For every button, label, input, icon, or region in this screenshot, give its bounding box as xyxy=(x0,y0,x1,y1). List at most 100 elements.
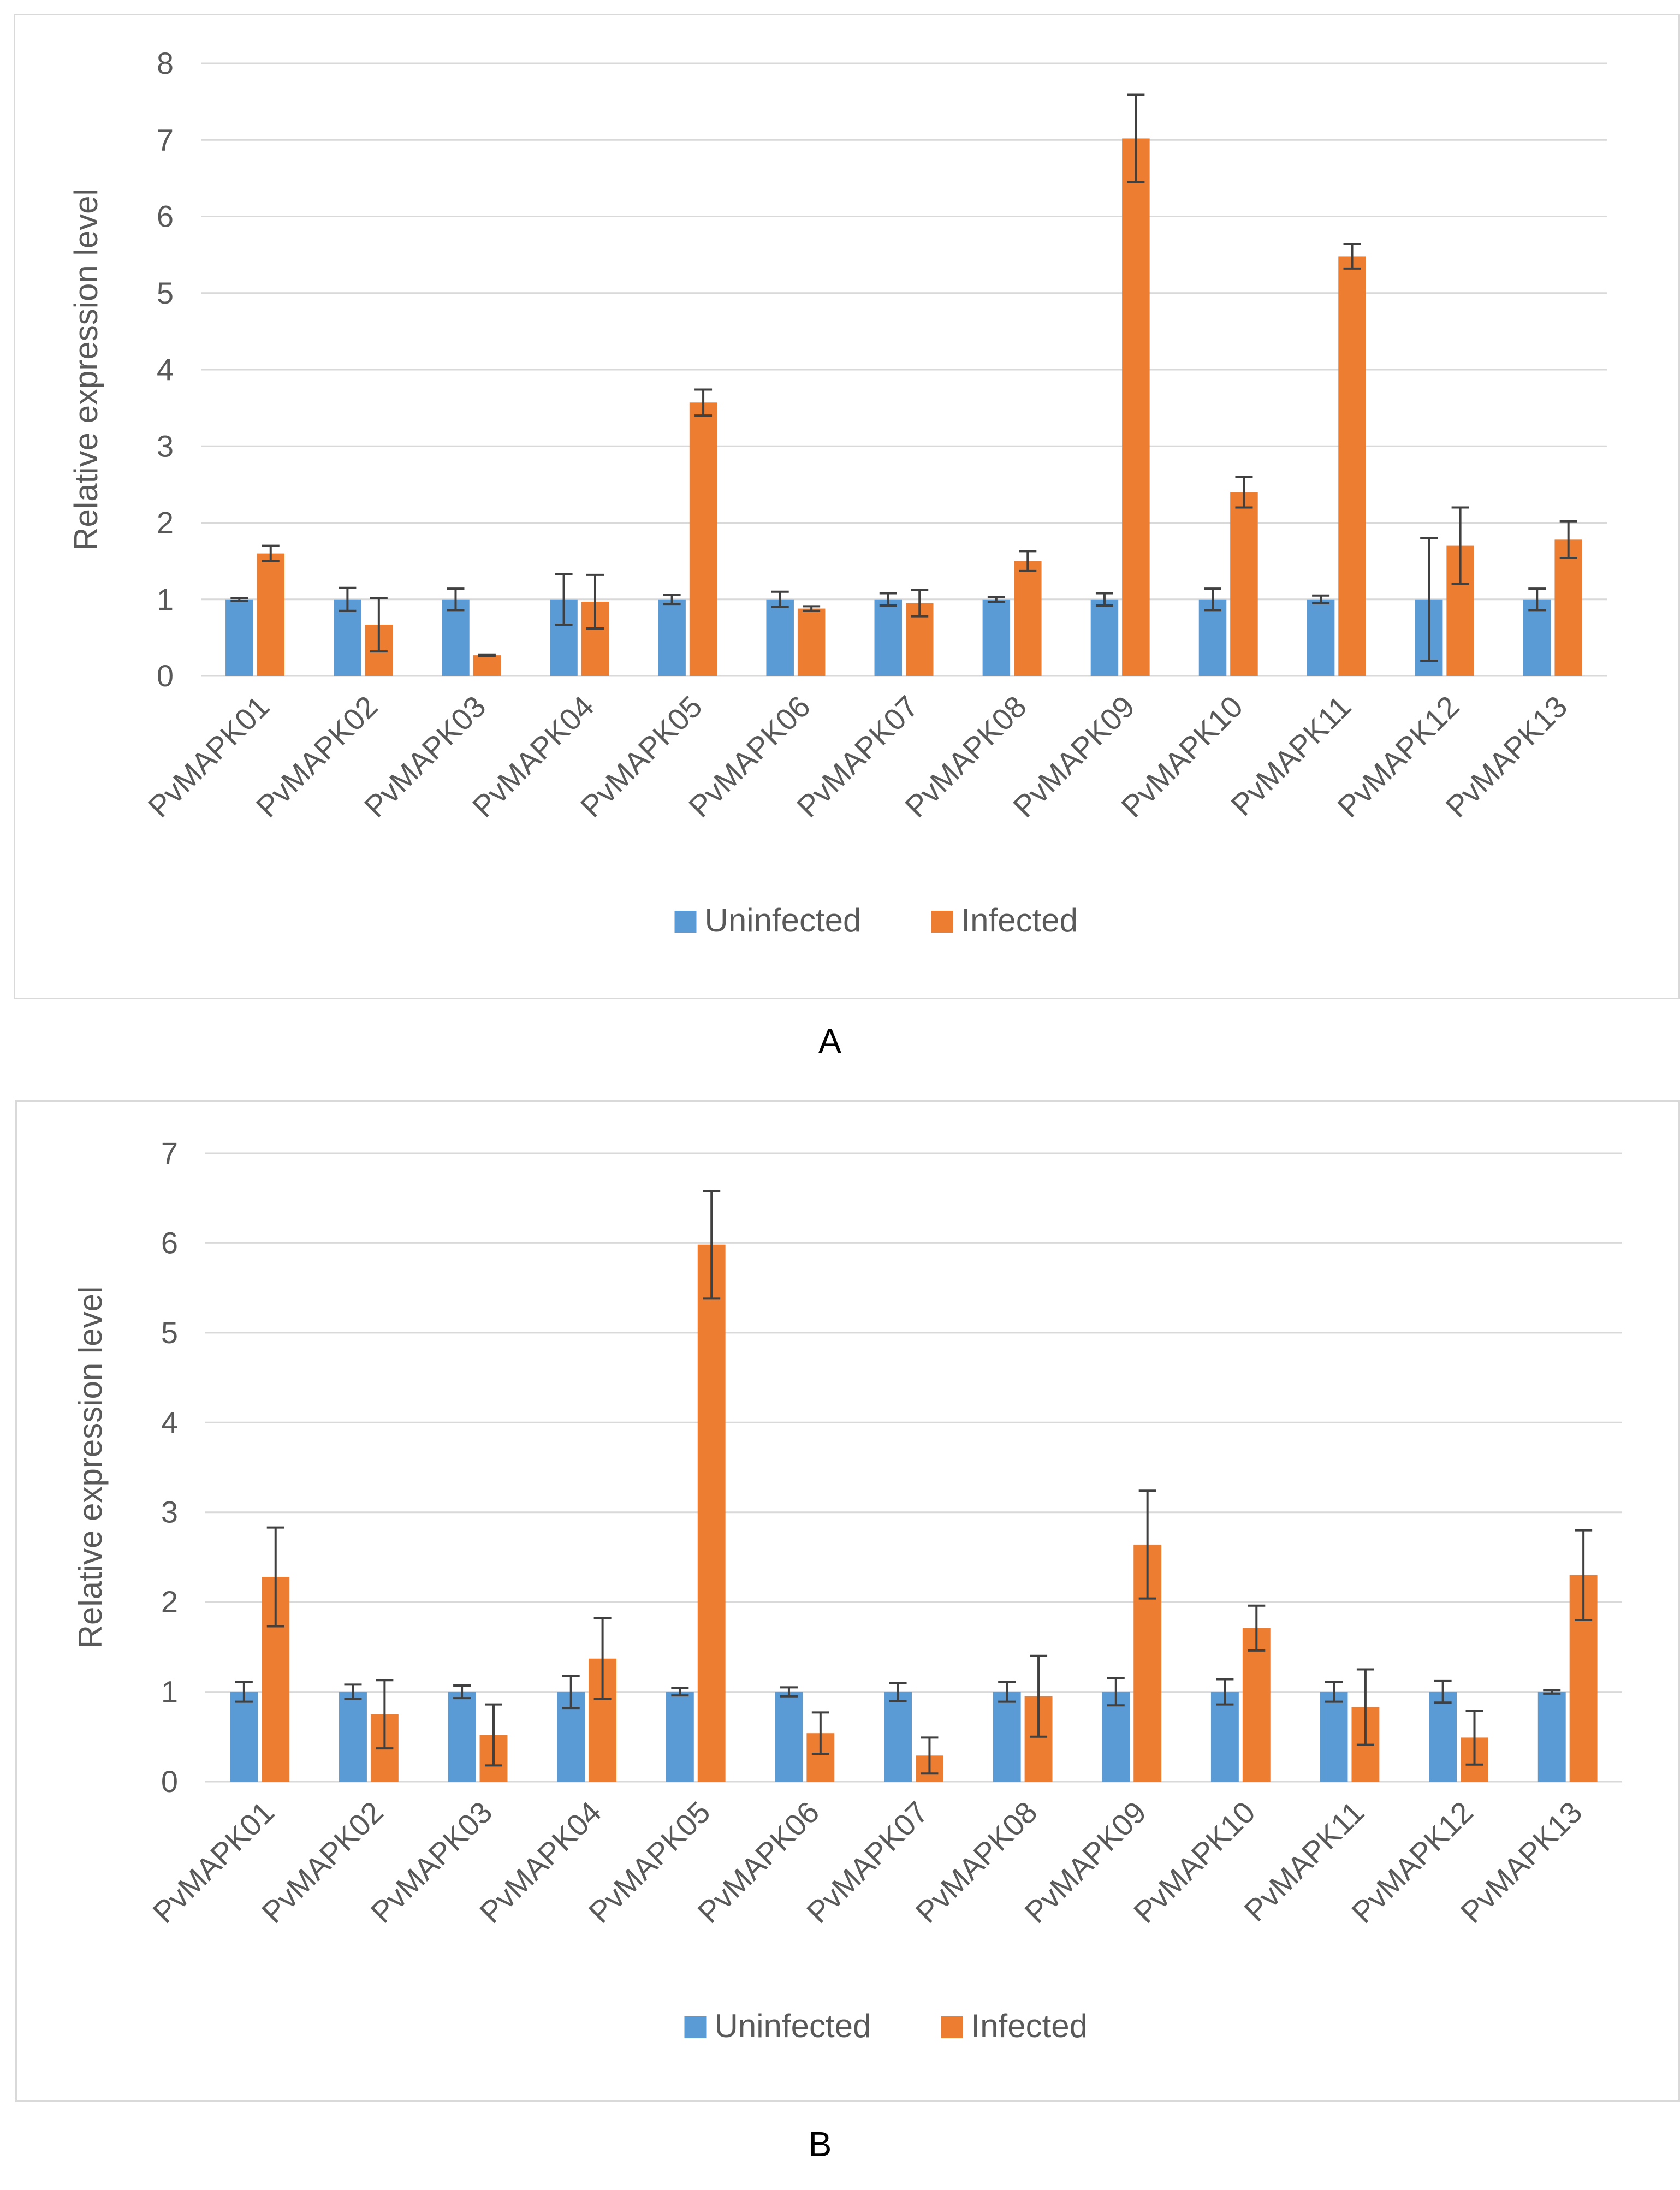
bar-uninfected xyxy=(225,599,253,676)
error-bar xyxy=(921,1736,939,1775)
error-bar xyxy=(1019,550,1037,572)
y-tick-label: 3 xyxy=(157,429,174,463)
y-tick-label: 1 xyxy=(157,582,174,616)
error-bar xyxy=(593,1617,612,1700)
bar-infected xyxy=(689,402,717,676)
bar-uninfected xyxy=(666,1692,694,1782)
error-bar xyxy=(235,1681,253,1703)
error-bar xyxy=(1343,242,1361,270)
bar-uninfected xyxy=(1307,599,1335,676)
error-bar xyxy=(478,653,496,657)
y-tick-label: 1 xyxy=(161,1675,178,1709)
legend: Uninfected Infected xyxy=(684,2008,1088,2044)
error-bar xyxy=(1095,592,1113,607)
y-tick-label: 8 xyxy=(157,46,174,80)
bar-uninfected xyxy=(1429,1692,1457,1782)
error-bar xyxy=(453,1684,471,1700)
error-bar xyxy=(230,596,248,602)
y-tick-label: 6 xyxy=(157,199,174,234)
bar-uninfected xyxy=(1198,599,1227,676)
y-tick-label: 5 xyxy=(157,276,174,310)
y-tick-label: 5 xyxy=(161,1315,178,1350)
error-bar xyxy=(1575,1529,1593,1622)
error-bar xyxy=(376,1679,394,1750)
chart-a-frame: 0 1 2 3 4 5 6 7 8 Relative expression level PvMAPK… xyxy=(14,14,1680,999)
error-bar xyxy=(1434,1679,1452,1704)
error-bar xyxy=(555,573,573,626)
error-bar xyxy=(1235,476,1253,509)
error-bar xyxy=(1204,587,1222,612)
bar-uninfected xyxy=(658,599,686,676)
y-tick-label: 3 xyxy=(161,1495,178,1529)
error-bar xyxy=(1559,520,1577,560)
bar-uninfected xyxy=(1537,1692,1566,1782)
error-bar xyxy=(889,1682,907,1702)
y-tick-label: 2 xyxy=(157,506,174,540)
bar-uninfected xyxy=(339,1692,367,1782)
bar-uninfected xyxy=(334,599,361,676)
bar-infected xyxy=(473,655,501,676)
error-bar xyxy=(447,587,465,612)
bar-uninfected xyxy=(230,1692,258,1782)
y-tick-label: 4 xyxy=(161,1405,178,1439)
error-bar xyxy=(1312,594,1330,604)
y-tick-label: 7 xyxy=(157,122,174,157)
error-bar xyxy=(370,596,388,653)
y-axis-label: Relative expression level xyxy=(68,188,104,551)
bar-uninfected xyxy=(448,1692,476,1782)
legend: Uninfected Infected xyxy=(674,902,1078,939)
legend-swatch-uninfected xyxy=(674,911,697,933)
panel-label-a: A xyxy=(818,1022,842,1061)
error-bar xyxy=(562,1674,580,1710)
y-tick-label: 6 xyxy=(161,1225,178,1260)
error-bar xyxy=(262,544,280,562)
error-bar xyxy=(663,594,681,606)
bar-infected xyxy=(1338,256,1366,676)
legend-swatch-uninfected xyxy=(684,2016,707,2038)
error-bar xyxy=(1138,1489,1156,1600)
bar-uninfected xyxy=(1090,599,1119,676)
error-bar xyxy=(671,1687,689,1697)
error-bar xyxy=(1127,93,1145,183)
error-bar xyxy=(803,605,821,612)
error-bar xyxy=(780,1686,798,1698)
bar-uninfected xyxy=(874,599,903,676)
error-bar xyxy=(1107,1677,1125,1707)
error-bar xyxy=(879,592,897,607)
y-axis-label: Relative expression level xyxy=(72,1286,109,1649)
error-bar xyxy=(586,573,604,630)
bar-infected xyxy=(1122,138,1150,676)
y-tick-label: 4 xyxy=(157,352,174,387)
bar-uninfected xyxy=(442,599,470,676)
bar-uninfected xyxy=(1210,1692,1239,1782)
legend-swatch-infected xyxy=(931,911,953,933)
error-bar xyxy=(1528,587,1546,612)
bar-infected xyxy=(1014,561,1042,676)
error-bar xyxy=(1465,1710,1483,1766)
bar-uninfected xyxy=(775,1692,803,1782)
chart-b-frame: 0 1 2 3 4 5 6 7 Relative expression level PvMAPK0… xyxy=(15,1100,1680,2102)
legend-label-infected: Infected xyxy=(971,2008,1088,2044)
legend-label-uninfected: Uninfected xyxy=(705,902,862,939)
error-bar xyxy=(1420,537,1438,662)
legend-swatch-infected xyxy=(941,2016,963,2038)
y-tick-label: 2 xyxy=(161,1584,178,1619)
legend-label-infected: Infected xyxy=(961,902,1078,939)
y-tick-label: 0 xyxy=(161,1764,178,1799)
error-bar xyxy=(811,1711,829,1755)
error-bar xyxy=(694,388,713,417)
bar-infected xyxy=(1554,539,1582,676)
bar-uninfected xyxy=(1102,1692,1130,1782)
error-bar xyxy=(1216,1678,1234,1706)
y-tick-label: 7 xyxy=(161,1136,178,1170)
y-tick-label: 0 xyxy=(157,658,174,693)
bar-infected xyxy=(257,553,285,676)
bar-infected xyxy=(797,608,826,676)
error-bar xyxy=(1543,1689,1561,1695)
bar-infected xyxy=(1242,1628,1271,1782)
legend-label-uninfected: Uninfected xyxy=(715,2008,871,2044)
error-bar xyxy=(484,1703,502,1767)
bar-uninfected xyxy=(1320,1692,1348,1782)
